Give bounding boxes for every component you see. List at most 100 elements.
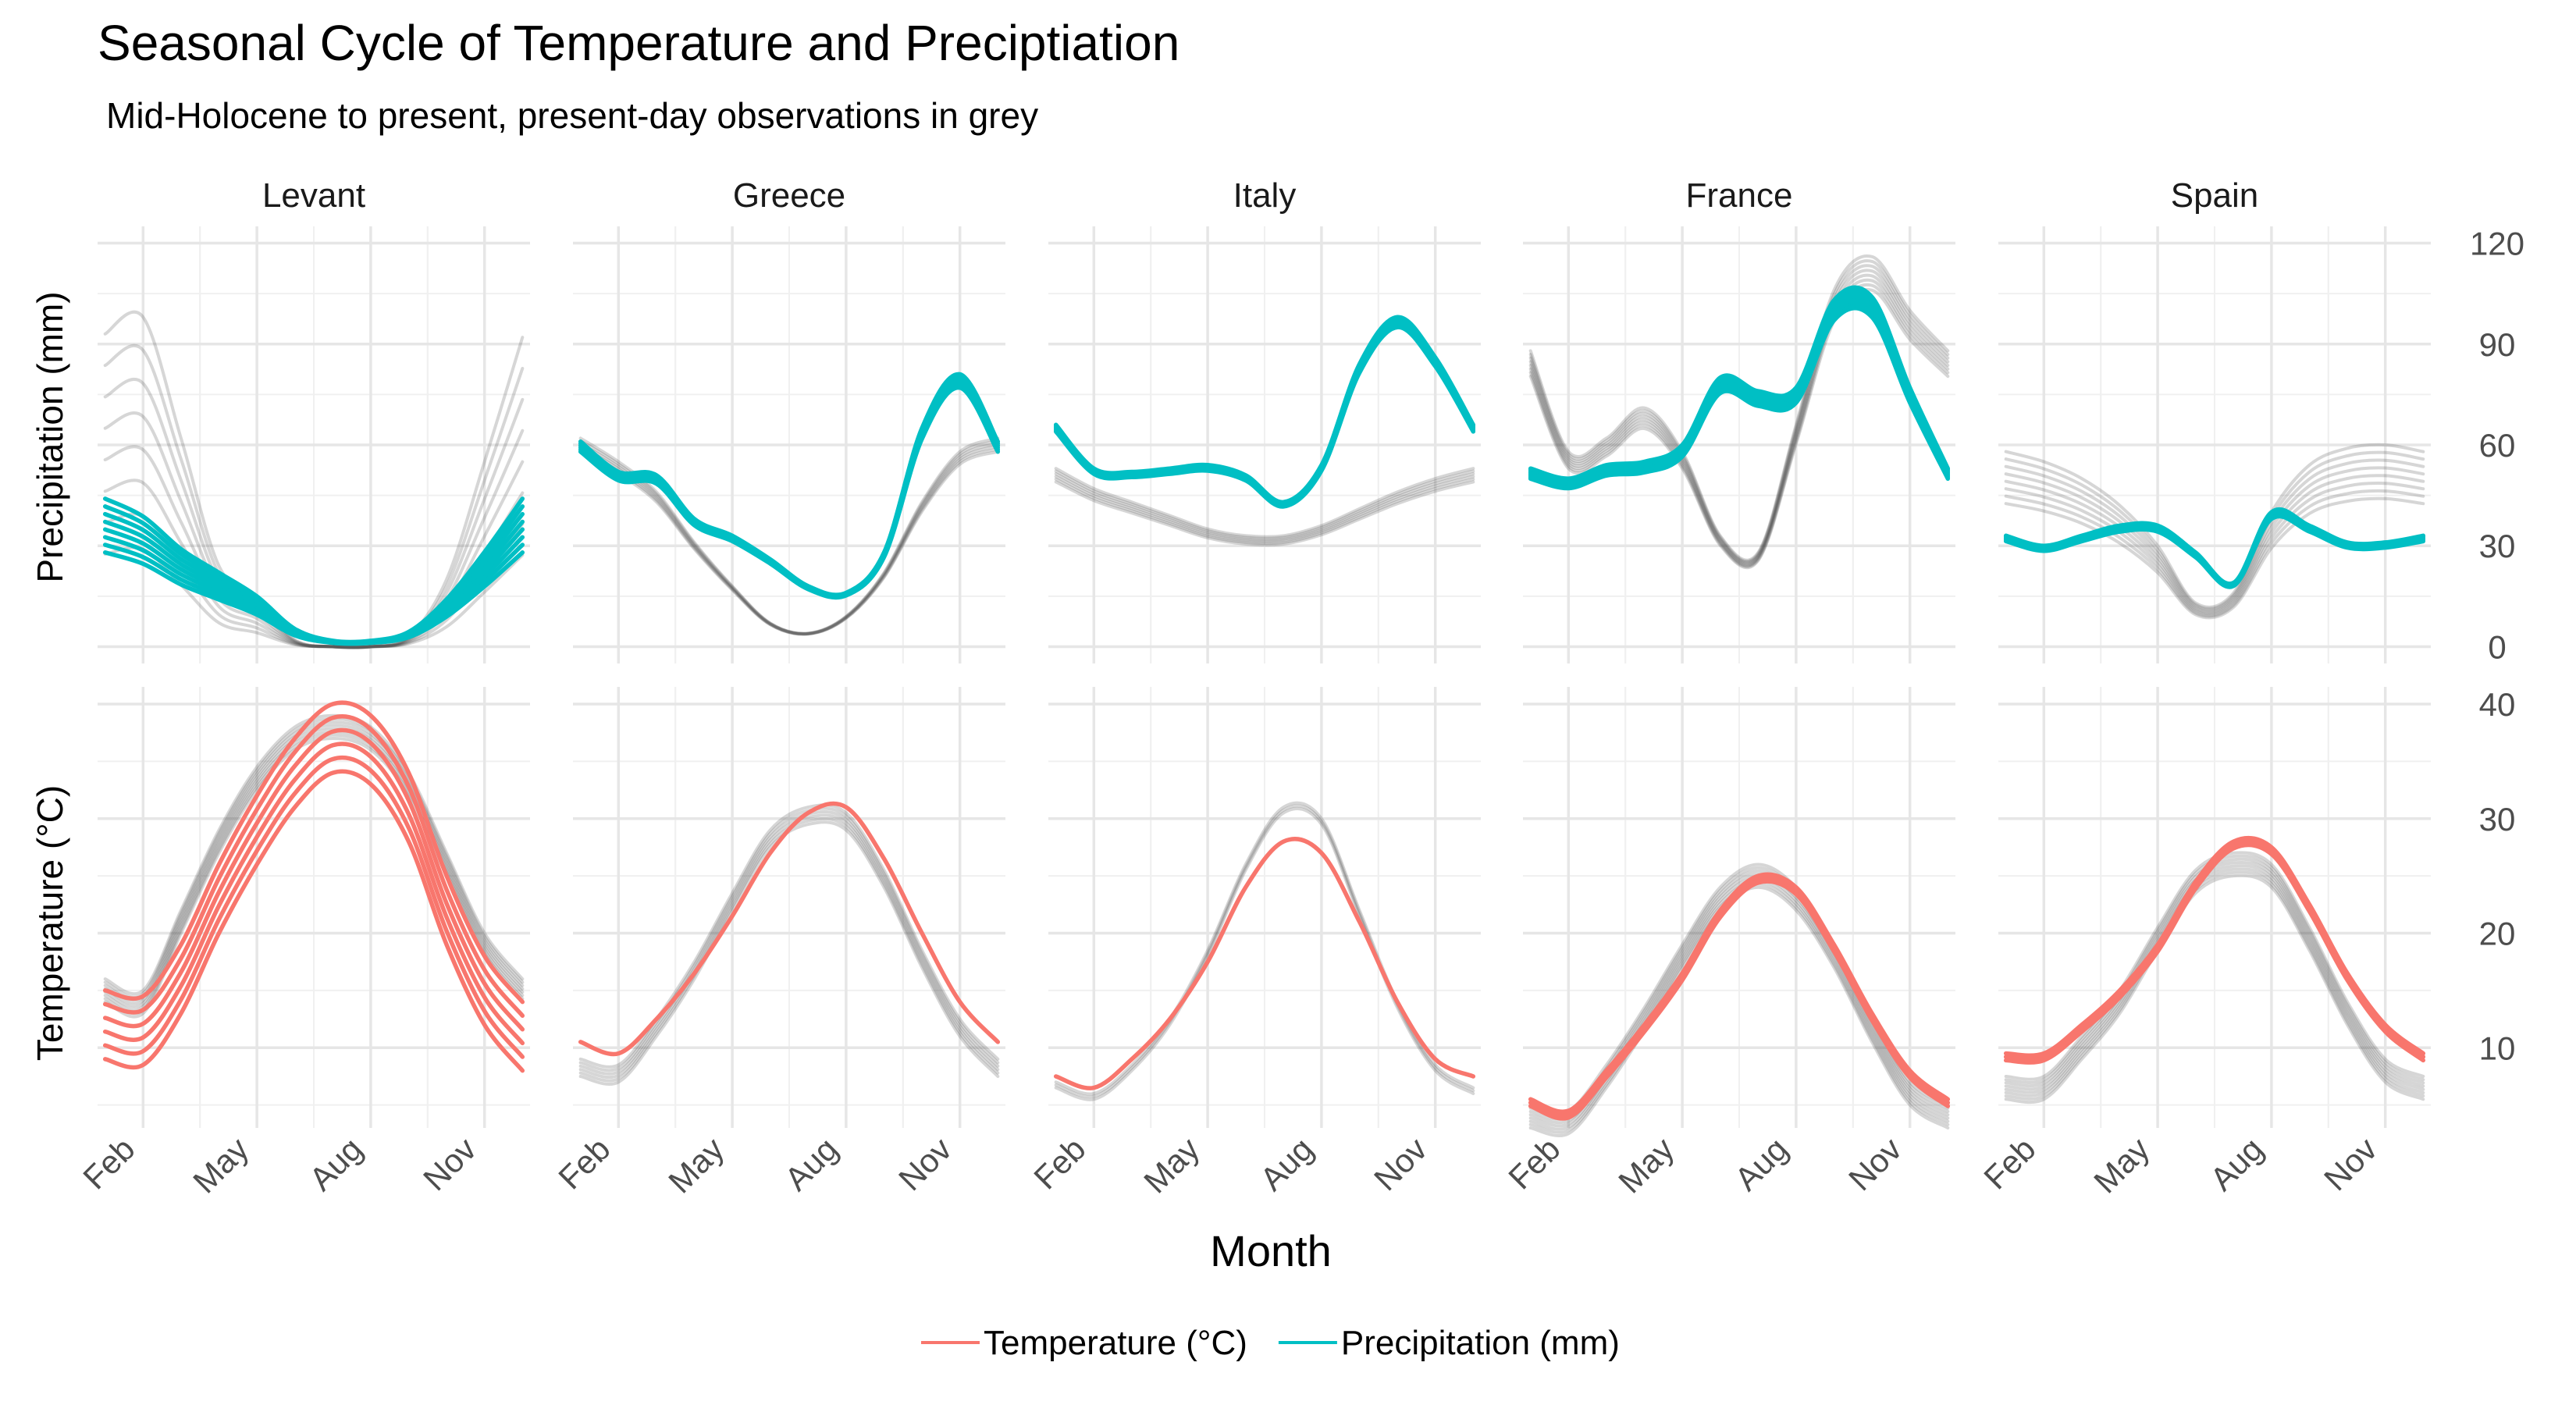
observed-series-line (1054, 806, 1475, 1101)
facet-label-spain: Spain (2171, 176, 2259, 215)
facet-label-greece: Greece (733, 176, 845, 215)
observed-series-line (1054, 472, 1475, 542)
temperature-series-line (1053, 837, 1476, 1090)
observed-series-line (1528, 259, 1950, 564)
observed-series-line (1054, 467, 1475, 539)
observed-series-line (578, 813, 1000, 1080)
panel-france-temperature (1523, 687, 1955, 1137)
x-tick-label: Feb (76, 1130, 141, 1196)
x-tick-label: May (1611, 1130, 1681, 1200)
x-tick-label: Feb (1026, 1130, 1092, 1196)
panel-levant-precipitation (98, 226, 530, 663)
x-tick-label: Nov (1841, 1130, 1909, 1197)
observed-series-line (2004, 443, 2425, 609)
x-tick-label: Feb (1501, 1130, 1567, 1196)
y-tick-label: 120 (2470, 226, 2524, 262)
temperature-axis-title: Temperature (°C) (30, 785, 70, 1061)
observed-series-line (1528, 269, 1950, 565)
y-tick-label: 40 (2479, 686, 2516, 723)
facet-label-italy: Italy (1233, 176, 1297, 215)
panel-italy-temperature (1048, 687, 1481, 1128)
panel-spain-precipitation (1998, 226, 2431, 663)
temperature-series-line (102, 769, 525, 1073)
facet-label-levant: Levant (262, 176, 365, 215)
legend: Temperature (°C) Precipitation (mm) (921, 1324, 1620, 1362)
x-tick-label: May (661, 1130, 731, 1200)
precipitation-series-line (102, 496, 525, 645)
observed-series-line (2004, 867, 2425, 1097)
observed-series-line (1528, 264, 1950, 564)
observed-series-line (1054, 475, 1475, 544)
y-tick-label: 30 (2479, 801, 2516, 838)
y-tick-label: 60 (2479, 427, 2516, 464)
observed-series-line (1528, 288, 1950, 570)
y-tick-label: 30 (2479, 528, 2516, 564)
observed-series-line (103, 310, 525, 649)
observed-series-line (1054, 469, 1475, 540)
precipitation-axis-title: Precipitation (mm) (30, 291, 70, 582)
observed-series-line (1528, 254, 1950, 562)
y-tick-label: 0 (2488, 628, 2506, 665)
panel-greece-precipitation (573, 226, 1005, 663)
x-tick-label: May (1137, 1130, 1206, 1200)
x-tick-label: Aug (777, 1130, 845, 1197)
observed-series-line (2004, 482, 2425, 617)
x-tick-label: Aug (1253, 1130, 1320, 1197)
x-tick-label: Nov (1367, 1130, 1434, 1197)
legend-label-temperature: Temperature (°C) (984, 1324, 1247, 1362)
panel-greece-temperature (573, 687, 1005, 1128)
x-axis-title: Month (1210, 1226, 1332, 1275)
observed-series-line (578, 447, 1000, 636)
observed-series-line (1528, 283, 1950, 568)
observed-series-line (103, 720, 525, 1002)
observed-series-line (1528, 278, 1950, 567)
facet-label-france: France (1686, 176, 1793, 215)
observed-series-line (2004, 466, 2425, 614)
x-tick-label: Feb (1976, 1130, 2042, 1196)
observed-series-line (1054, 477, 1475, 546)
observed-series-line (578, 436, 1000, 635)
observed-series-line (103, 411, 525, 649)
observed-series-line (2004, 873, 2425, 1104)
y-tick-label: 10 (2479, 1030, 2516, 1066)
temperature-series-line (102, 742, 525, 1046)
temperature-series-line (102, 700, 525, 1005)
x-tick-label: Nov (2317, 1130, 2384, 1197)
temperature-series-line (2003, 835, 2426, 1058)
temperature-series-line (578, 801, 1001, 1057)
observed-series-line (2004, 496, 2425, 620)
observed-series-line (1054, 480, 1475, 547)
observed-series-line (103, 343, 525, 649)
x-tick-label: Feb (551, 1130, 617, 1196)
facet-panels: Levant Feb May Aug Nov Greece Feb May Aug Nov Ital… (30, 176, 2524, 1200)
x-tick-label: Aug (302, 1130, 369, 1197)
x-tick-label: Aug (2203, 1130, 2270, 1197)
observed-series-line (2004, 860, 2425, 1091)
precipitation-series-line (2003, 507, 2426, 586)
observed-series-line (578, 439, 1000, 635)
x-tick-label: May (2087, 1130, 2156, 1200)
x-tick-label: Nov (416, 1130, 483, 1197)
observed-series-line (578, 442, 1000, 635)
panel-spain-temperature (1998, 687, 2431, 1128)
observed-series-line (2004, 450, 2425, 610)
x-tick-label: Aug (1727, 1130, 1795, 1197)
chart-title: Seasonal Cycle of Temperature and Precip… (98, 15, 1179, 71)
y-tick-label: 90 (2479, 326, 2516, 363)
precipitation-series-line (1053, 315, 1476, 504)
precipitation-series-line (1528, 285, 1951, 481)
observed-series-line (2004, 870, 2425, 1101)
observed-series-line (578, 820, 1000, 1086)
y-tick-label: 20 (2479, 916, 2516, 952)
legend-label-precipitation: Precipitation (mm) (1341, 1324, 1620, 1362)
observed-series-line (103, 724, 525, 1005)
observed-series-line (2004, 474, 2425, 615)
temperature-series-line (1528, 872, 1951, 1114)
chart-subtitle: Mid-Holocene to present, present-day obs… (106, 95, 1038, 136)
precipitation-series-line (578, 372, 1001, 597)
observed-series-line (578, 444, 1000, 636)
observed-series-line (578, 806, 1000, 1072)
observed-series-line (2004, 458, 2425, 612)
observed-series-line (103, 377, 525, 649)
